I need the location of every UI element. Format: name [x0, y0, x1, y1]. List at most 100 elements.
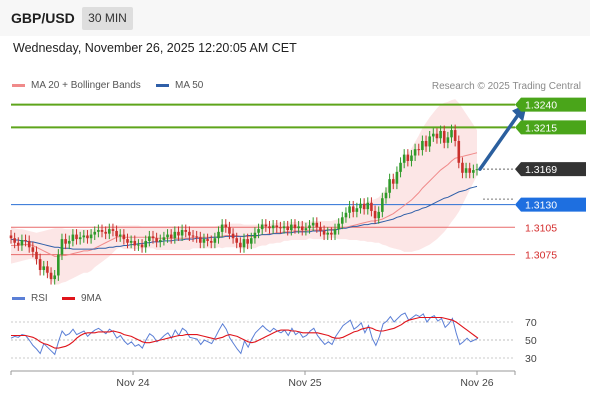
- candle-body: [268, 226, 271, 229]
- legend-rsi-label: RSI: [31, 293, 48, 304]
- candle-body: [395, 171, 399, 184]
- candle-body: [231, 233, 235, 239]
- candle-body: [330, 232, 333, 235]
- candle-body: [155, 238, 158, 242]
- level-label-1-3240: 1.3240: [525, 100, 557, 112]
- candle-body: [71, 234, 75, 241]
- candle-body: [242, 239, 246, 248]
- candle-body: [13, 238, 16, 243]
- candle-body: [373, 210, 377, 219]
- candle-body: [104, 231, 107, 234]
- candle-body: [348, 206, 351, 213]
- candle-body: [140, 244, 144, 248]
- candle-body: [260, 224, 264, 230]
- level-label-1-3075: 1.3075: [525, 250, 557, 262]
- candle-body: [286, 226, 289, 231]
- candle-body: [60, 239, 64, 255]
- candle-body: [428, 136, 431, 147]
- candle-body: [464, 168, 468, 173]
- candle-body: [202, 239, 206, 243]
- level-label-1-3169-bg: [515, 162, 586, 177]
- candle-body: [472, 170, 475, 173]
- candle-body: [126, 239, 129, 243]
- candle-body: [377, 211, 381, 219]
- x-tick-label: Nov 25: [288, 377, 321, 389]
- candle-body: [206, 239, 209, 241]
- candle-body: [235, 238, 239, 243]
- candle-body: [391, 179, 395, 184]
- candle-body: [209, 240, 213, 243]
- candle-body: [78, 237, 82, 240]
- candle-body: [315, 222, 319, 228]
- candle-body: [311, 222, 315, 226]
- research-credit: Research © 2025 Trading Central: [431, 81, 581, 92]
- level-label-1-3169: 1.3169: [525, 164, 557, 176]
- candle-body: [24, 240, 27, 242]
- candle-body: [224, 224, 228, 228]
- candle-body: [177, 231, 180, 236]
- rsi-line: [10, 312, 479, 356]
- candle-body: [271, 225, 275, 229]
- candle-body: [166, 234, 169, 238]
- candle-body: [322, 230, 326, 235]
- candle-body: [402, 154, 406, 163]
- candle-body: [366, 202, 370, 210]
- rsi-tick-30: 30: [525, 353, 537, 365]
- candle-body: [446, 137, 450, 143]
- level-label-1-3169-tag: 1.3169: [515, 162, 586, 177]
- candle-body: [42, 266, 46, 271]
- candle-body: [406, 154, 410, 161]
- candle-body: [97, 230, 100, 232]
- candle-body: [46, 266, 49, 273]
- legend-rsi-swatch: [12, 296, 25, 300]
- candle-body: [370, 202, 373, 211]
- candle-body: [220, 224, 224, 232]
- candle-body: [49, 272, 53, 280]
- candle-body: [381, 198, 384, 212]
- candle-body: [180, 230, 184, 236]
- legend-ma50-label: MA 50: [175, 80, 204, 91]
- interval-button[interactable]: 30 MIN: [82, 7, 133, 30]
- candle-body: [249, 238, 253, 244]
- candle-body: [442, 130, 446, 143]
- candle-body: [344, 212, 348, 218]
- candle-body: [453, 130, 457, 141]
- candle-body: [417, 149, 421, 151]
- candle-body: [282, 226, 286, 229]
- candle-body: [217, 231, 220, 239]
- candle-body: [195, 236, 198, 238]
- candle-body: [362, 203, 366, 210]
- level-label-1-3130: 1.3130: [525, 200, 557, 212]
- candle-body: [279, 227, 282, 229]
- rsi-tick-70: 70: [525, 317, 537, 329]
- candle-body: [359, 203, 362, 209]
- candle-body: [148, 236, 151, 241]
- candle-body: [16, 242, 20, 246]
- symbol-label: GBP/USD: [11, 10, 75, 26]
- chart-datetime: Wednesday, November 26, 2025 12:20:05 AM…: [13, 41, 297, 55]
- candle-body: [239, 242, 242, 248]
- candle-body: [9, 235, 13, 239]
- x-tick-label: Nov 26: [460, 377, 493, 389]
- candle-body: [31, 247, 35, 252]
- candle-body: [107, 229, 111, 234]
- candle-body: [355, 208, 359, 212]
- level-label-1-3215-bg: [515, 120, 586, 135]
- candle-body: [308, 225, 311, 229]
- candle-body: [337, 223, 340, 230]
- candle-body: [158, 240, 162, 242]
- candle-body: [93, 231, 97, 235]
- candle-body: [468, 168, 472, 173]
- candle-body: [475, 169, 479, 171]
- rsi-tick-50: 50: [525, 335, 537, 347]
- candle-body: [151, 236, 155, 239]
- candle-body: [275, 225, 279, 228]
- legend-9ma-label: 9MA: [81, 293, 102, 304]
- candle-body: [67, 240, 71, 244]
- candle-body: [293, 224, 297, 229]
- candle-body: [35, 251, 38, 260]
- candle-body: [432, 133, 435, 137]
- candle-body: [27, 240, 31, 248]
- candle-body: [424, 140, 428, 147]
